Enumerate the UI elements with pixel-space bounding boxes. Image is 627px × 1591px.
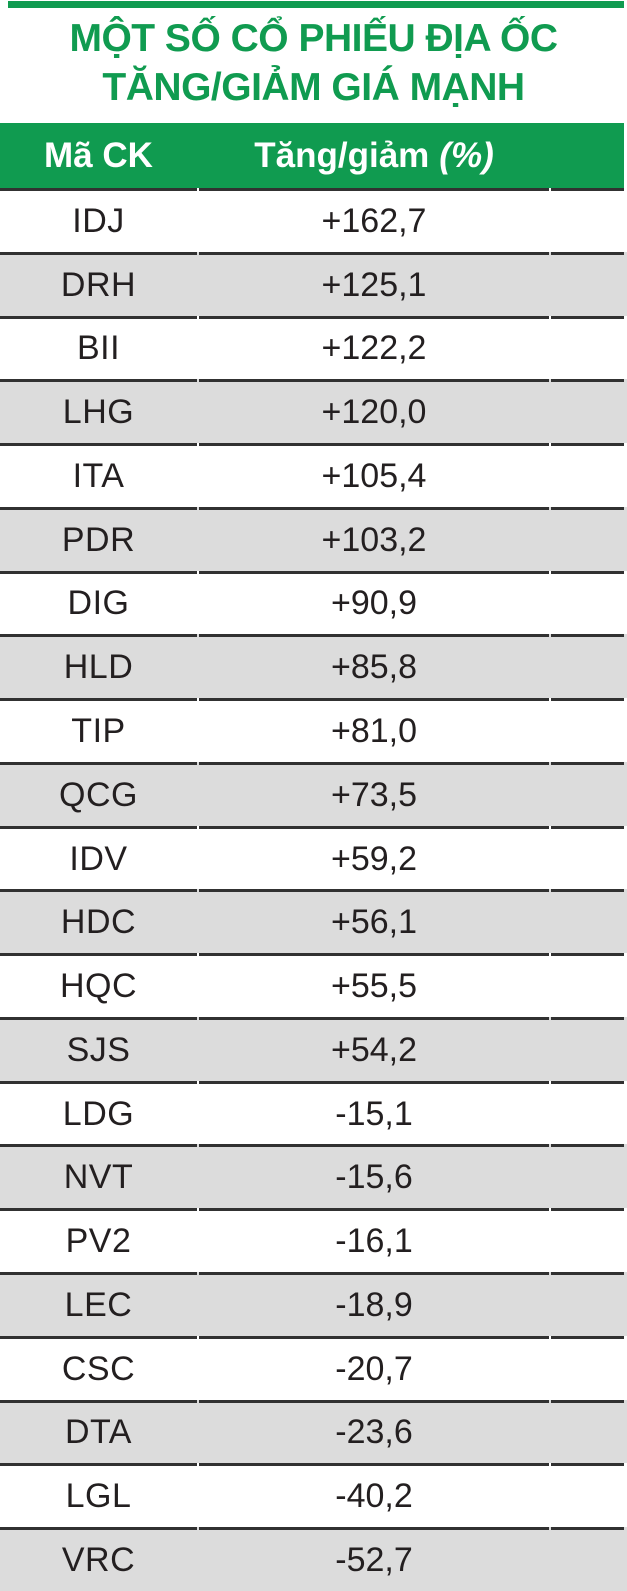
column-header-code: Mã CK <box>44 135 153 175</box>
change-value: -15,1 <box>199 1080 549 1145</box>
table-row: LGL -40,2 <box>0 1463 627 1528</box>
row-filler <box>551 889 624 953</box>
change-value: -15,6 <box>199 1144 549 1208</box>
table-row: DTA -23,6 <box>0 1399 627 1464</box>
page-title: MỘT SỐ CỔ PHIẾU ĐỊA ỐC TĂNG/GIẢM GIÁ MẠN… <box>0 14 627 112</box>
row-filler <box>551 825 624 890</box>
change-value: +105,4 <box>199 443 549 507</box>
change-value: -52,7 <box>199 1527 549 1591</box>
change-value: +122,2 <box>199 315 549 380</box>
stock-code: SJS <box>0 1016 197 1081</box>
row-filler <box>551 1335 624 1400</box>
table-row: HQC +55,5 <box>0 953 627 1017</box>
table-row: CSC -20,7 <box>0 1335 627 1400</box>
stock-code: CSC <box>0 1335 197 1400</box>
table-row: LDG -15,1 <box>0 1080 627 1145</box>
row-filler <box>551 379 624 443</box>
table-row: DRH +125,1 <box>0 251 627 316</box>
table-row: VRC -52,7 <box>0 1527 627 1591</box>
change-value: -18,9 <box>199 1272 549 1336</box>
table-row: BII +122,2 <box>0 315 627 380</box>
page-title-line2: TĂNG/GIẢM GIÁ MẠNH <box>102 66 525 109</box>
stock-code: QCG <box>0 761 197 826</box>
row-filler <box>551 1080 624 1145</box>
stock-code: PV2 <box>0 1208 197 1272</box>
change-value: +54,2 <box>199 1016 549 1081</box>
table-row: HDC +56,1 <box>0 889 627 954</box>
stock-code: NVT <box>0 1144 197 1208</box>
stock-code: HDC <box>0 889 197 953</box>
table-row: LHG +120,0 <box>0 379 627 444</box>
column-header-change-unit: (%) <box>439 135 494 175</box>
table-row: QCG +73,5 <box>0 761 627 826</box>
stock-code: DIG <box>0 570 197 635</box>
row-filler <box>551 1144 624 1208</box>
stock-code: PDR <box>0 506 197 571</box>
change-value: -20,7 <box>199 1335 549 1400</box>
table-row: TIP +81,0 <box>0 698 627 762</box>
change-value: +55,5 <box>199 953 549 1017</box>
row-filler <box>551 1527 624 1591</box>
stock-code: LDG <box>0 1080 197 1145</box>
row-filler <box>551 570 624 635</box>
change-value: +85,8 <box>199 634 549 698</box>
column-header-change-label: Tăng/giảm <box>254 135 430 175</box>
table-row: IDV +59,2 <box>0 825 627 890</box>
change-value: +73,5 <box>199 761 549 826</box>
table-row: HLD +85,8 <box>0 634 627 699</box>
row-filler <box>551 698 624 762</box>
row-filler <box>551 188 624 252</box>
stock-code: LEC <box>0 1272 197 1336</box>
row-filler <box>551 443 624 507</box>
stock-code: DTA <box>0 1399 197 1464</box>
stock-code: IDJ <box>0 188 197 252</box>
row-filler <box>551 953 624 1017</box>
table-row: SJS +54,2 <box>0 1016 627 1081</box>
change-value: +56,1 <box>199 889 549 953</box>
stock-code: HLD <box>0 634 197 698</box>
stock-code: TIP <box>0 698 197 762</box>
row-filler <box>551 634 624 698</box>
table-row: LEC -18,9 <box>0 1272 627 1336</box>
change-value: +81,0 <box>199 698 549 762</box>
table-row: PDR +103,2 <box>0 506 627 571</box>
change-value: +120,0 <box>199 379 549 443</box>
change-value: +90,9 <box>199 570 549 635</box>
change-value: -16,1 <box>199 1208 549 1272</box>
top-accent-bar <box>8 1 624 8</box>
row-filler <box>551 1016 624 1081</box>
table-body: IDJ +162,7 DRH +125,1 BII +122,2 LHG +12… <box>0 188 627 1591</box>
change-value: +125,1 <box>199 251 549 316</box>
change-value: +59,2 <box>199 825 549 890</box>
row-filler <box>551 761 624 826</box>
row-filler <box>551 251 624 316</box>
row-filler <box>551 1463 624 1527</box>
stock-code: DRH <box>0 251 197 316</box>
stock-code: LHG <box>0 379 197 443</box>
row-filler <box>551 1399 624 1464</box>
page-title-line1: MỘT SỐ CỔ PHIẾU ĐỊA ỐC <box>69 17 558 60</box>
change-value: -40,2 <box>199 1463 549 1527</box>
stock-code: IDV <box>0 825 197 890</box>
table-row: ITA +105,4 <box>0 443 627 507</box>
table-row: NVT -15,6 <box>0 1144 627 1209</box>
change-value: +103,2 <box>199 506 549 571</box>
stock-code: LGL <box>0 1463 197 1527</box>
stock-code: HQC <box>0 953 197 1017</box>
row-filler <box>551 1208 624 1272</box>
table-header: Mã CK Tăng/giảm (%) <box>0 123 624 188</box>
table-row: PV2 -16,1 <box>0 1208 627 1273</box>
change-value: +162,7 <box>199 188 549 252</box>
table-row: DIG +90,9 <box>0 570 627 635</box>
stock-code: VRC <box>0 1527 197 1591</box>
stock-code: BII <box>0 315 197 380</box>
column-header-change: Tăng/giảm (%) <box>199 123 549 188</box>
table-row: IDJ +162,7 <box>0 188 627 252</box>
change-value: -23,6 <box>199 1399 549 1464</box>
row-filler <box>551 506 624 571</box>
row-filler <box>551 1272 624 1336</box>
row-filler <box>551 315 624 380</box>
stock-code: ITA <box>0 443 197 507</box>
